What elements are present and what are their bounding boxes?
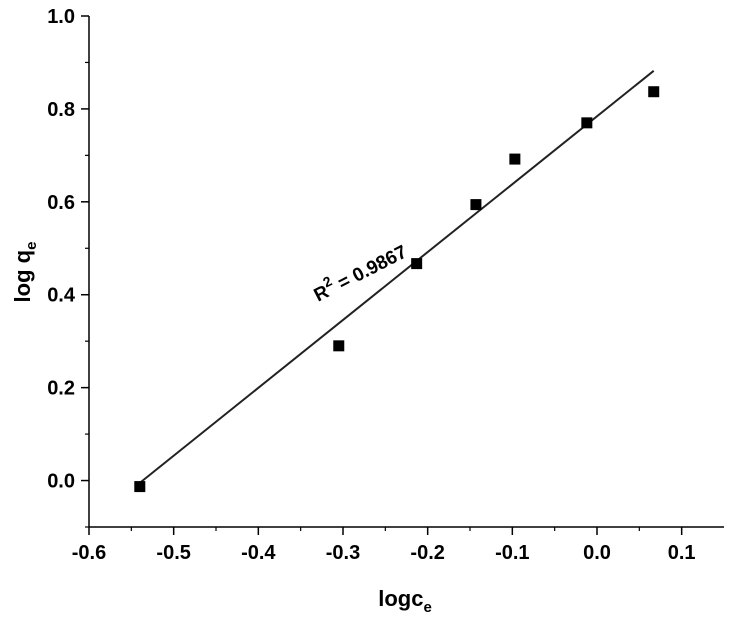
x-tick-label: -0.4	[241, 542, 276, 564]
x-tick-label: -0.3	[326, 542, 360, 564]
x-axis-title: logce	[378, 586, 432, 616]
x-tick-label: 0.1	[668, 542, 696, 564]
data-point	[411, 258, 423, 270]
y-axis-ticks: 0.0 0.2 0.4 0.6 0.8 1.0	[47, 6, 89, 528]
x-tick-label: -0.2	[410, 542, 444, 564]
y-axis-title: log qe	[10, 242, 40, 303]
y-tick-label: 0.6	[47, 192, 75, 214]
x-tick-label: -0.5	[156, 542, 190, 564]
r-squared-annotation: R2 = 0.9867	[308, 236, 411, 306]
x-axis-ticks: -0.6 -0.5 -0.4 -0.3 -0.2 -0.1 0.0 0.1	[72, 527, 696, 564]
y-tick-label: 1.0	[47, 6, 75, 28]
y-tick-label: 0.2	[47, 378, 75, 400]
data-point	[333, 340, 345, 352]
y-tick-label: 0.0	[47, 471, 75, 493]
data-point	[509, 153, 521, 165]
data-point	[134, 481, 146, 493]
y-tick-label: 0.4	[47, 285, 76, 307]
data-point	[470, 199, 482, 211]
x-tick-label: -0.1	[495, 542, 529, 564]
data-point	[648, 86, 660, 98]
fit-line	[139, 70, 655, 484]
x-tick-label: 0.0	[583, 542, 611, 564]
y-tick-label: 0.8	[47, 99, 75, 121]
x-tick-label: -0.6	[72, 542, 106, 564]
fit-line-group	[139, 70, 655, 484]
data-points	[134, 86, 660, 493]
axes	[88, 16, 724, 528]
data-point	[581, 117, 593, 129]
